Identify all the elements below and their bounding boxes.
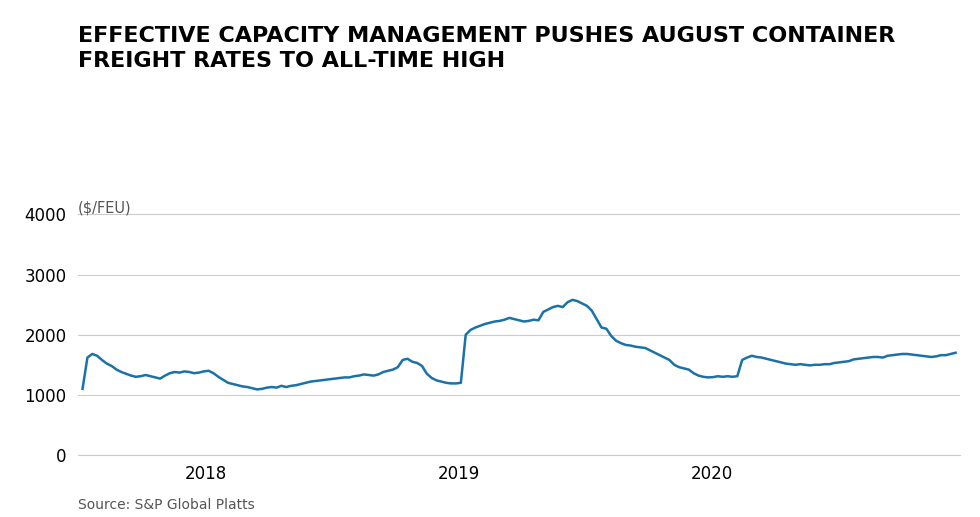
- Text: EFFECTIVE CAPACITY MANAGEMENT PUSHES AUGUST CONTAINER
FREIGHT RATES TO ALL-TIME : EFFECTIVE CAPACITY MANAGEMENT PUSHES AUG…: [78, 26, 896, 71]
- Text: ($/FEU): ($/FEU): [77, 200, 131, 216]
- Text: Source: S&P Global Platts: Source: S&P Global Platts: [78, 498, 255, 512]
